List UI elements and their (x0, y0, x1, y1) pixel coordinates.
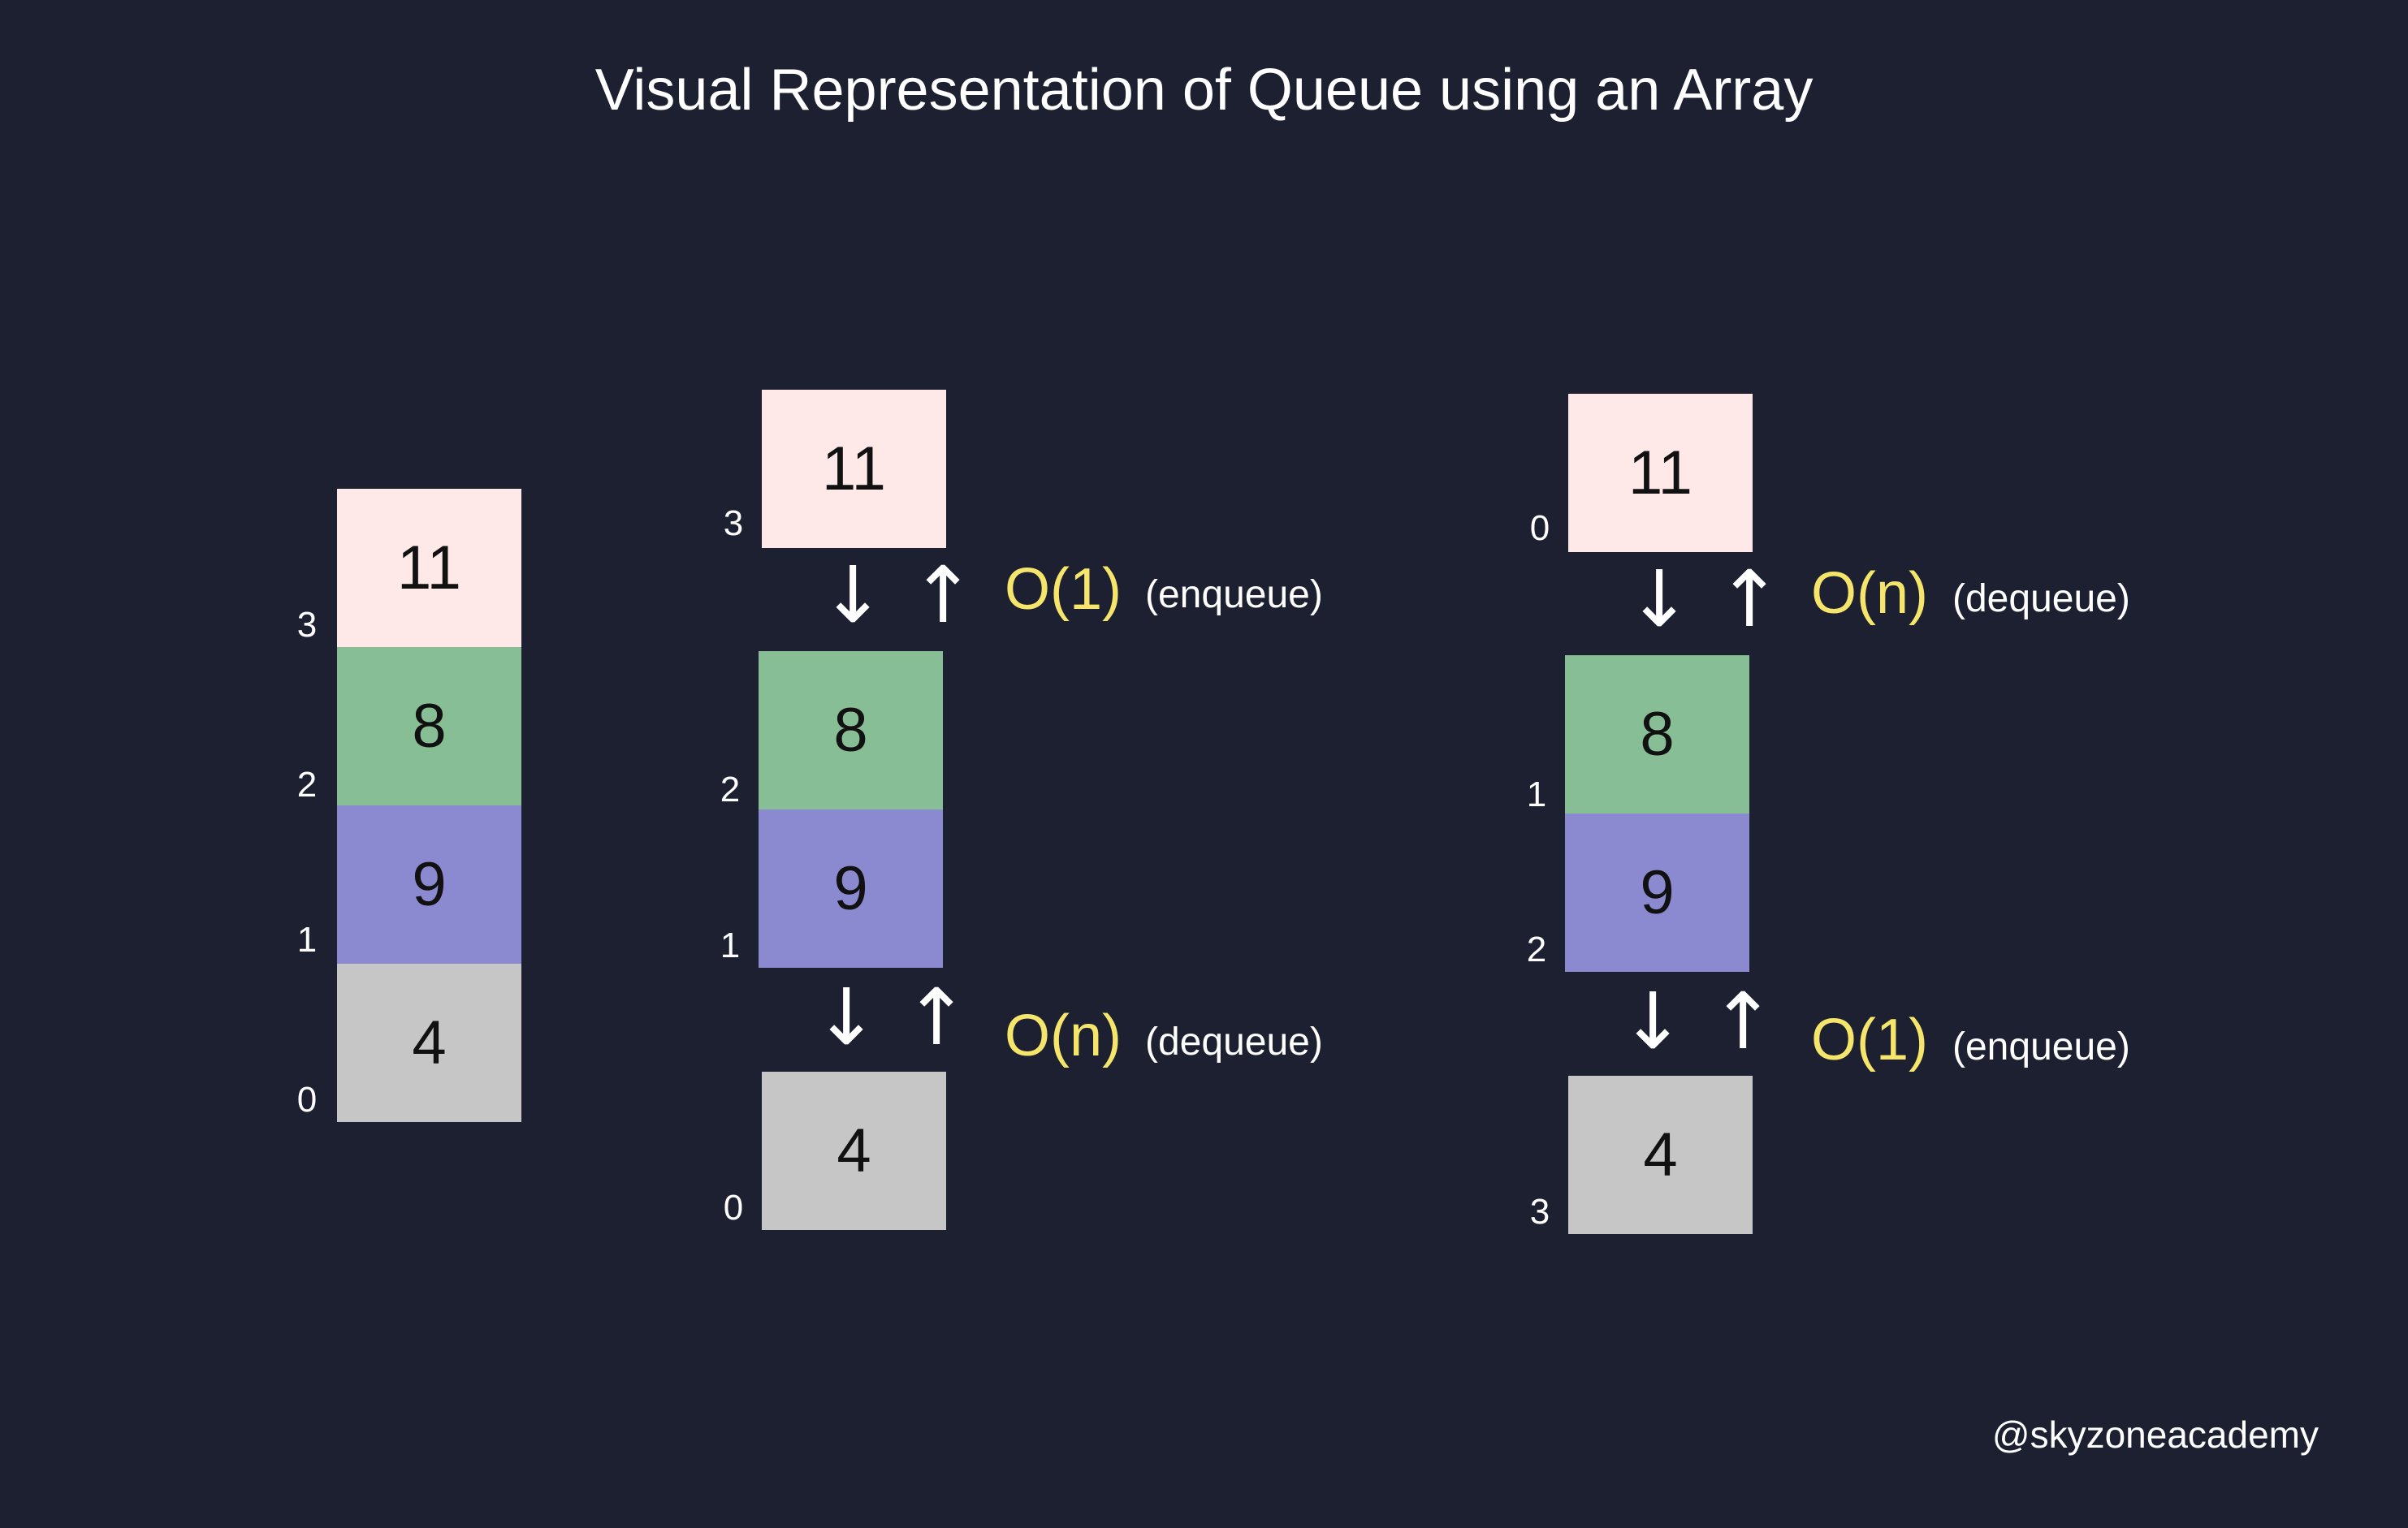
array-index-1: 1 (296, 920, 318, 960)
queue-a-top-complexity: O(1) (1005, 557, 1122, 622)
queue-a-index-3: 3 (723, 503, 744, 543)
queue-b-bottom-operation: (enqueue) (1952, 1025, 2130, 1068)
queue-b-top-arrows: ↓ ↑ (1627, 554, 1783, 645)
array-index-0: 0 (296, 1080, 318, 1120)
diagram-title: Visual Representation of Queue using an … (594, 58, 1814, 123)
queue-b-bottom-complexity: O(1) (1811, 1008, 1928, 1073)
queue-a-index-1: 1 (720, 926, 741, 965)
queue-b-index-3: 3 (1529, 1192, 1550, 1232)
queue-b-cell-11: 11 (1568, 394, 1753, 552)
queue-a-cell-8: 8 (759, 651, 943, 809)
queue-b-bottom-arrows: ↓ ↑ (1620, 976, 1776, 1067)
array-index-2: 2 (296, 765, 318, 805)
queue-a-bottom-operation: (dequeue) (1145, 1021, 1323, 1064)
queue-a-cell-11: 11 (762, 390, 946, 548)
queue-a-cell-9: 9 (759, 809, 943, 968)
queue-a-index-0: 0 (723, 1188, 744, 1228)
watermark: @skyzoneacademy (1991, 1414, 2319, 1456)
queue-a-bottom-arrows: ↓ ↑ (814, 972, 970, 1063)
queue-b-index-0: 0 (1529, 508, 1550, 548)
array-cell-9: 9 (337, 805, 521, 964)
queue-b-top-operation: (dequeue) (1952, 577, 2130, 620)
queue-b-cell-9: 9 (1565, 814, 1749, 972)
queue-b-top-complexity: O(n) (1811, 561, 1928, 626)
queue-a-top-arrows: ↓ ↑ (820, 550, 976, 641)
array-index-3: 3 (296, 605, 318, 645)
array-cell-11: 11 (337, 489, 521, 647)
queue-a-bottom-complexity: O(n) (1005, 1004, 1122, 1068)
queue-a-top-operation: (enqueue) (1145, 573, 1323, 616)
array-cell-4: 4 (337, 964, 521, 1122)
queue-b-index-2: 2 (1526, 930, 1547, 969)
queue-b-cell-4: 4 (1568, 1076, 1753, 1234)
queue-a-index-2: 2 (720, 770, 741, 809)
queue-a-cell-4: 4 (762, 1072, 946, 1230)
array-cell-8: 8 (337, 647, 521, 805)
queue-b-cell-8: 8 (1565, 655, 1749, 814)
queue-b-index-1: 1 (1526, 775, 1547, 814)
